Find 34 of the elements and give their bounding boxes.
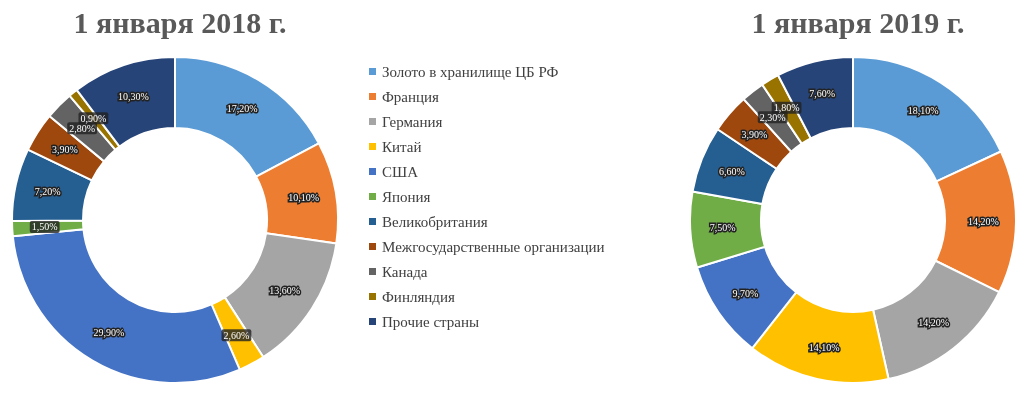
legend-label: Великобритания	[382, 213, 488, 230]
data-label: 1,50%	[31, 221, 58, 233]
data-label: 1,80%	[773, 102, 800, 114]
legend-label: Золото в хранилище ЦБ РФ	[382, 63, 559, 80]
data-label: 10,30%	[118, 90, 149, 102]
data-label: 3,90%	[52, 144, 78, 156]
legend-label: Германия	[382, 113, 443, 130]
legend-label: Китай	[382, 138, 422, 155]
data-label: 7,20%	[34, 186, 61, 198]
data-label: 29,90%	[93, 327, 125, 339]
data-label: 3,90%	[741, 129, 768, 141]
legend-label: Канада	[382, 263, 428, 280]
data-label: 17,20%	[226, 102, 258, 114]
data-label: 6,60%	[719, 165, 745, 177]
data-label: 14,10%	[808, 341, 840, 353]
data-label: 14,20%	[918, 317, 950, 329]
legend-label: Межгосударственные организации	[382, 238, 605, 255]
data-label: 7,60%	[809, 87, 836, 99]
data-label: 10,10%	[288, 192, 319, 204]
legend-label: Финляндия	[382, 288, 455, 305]
data-label: 14,20%	[968, 216, 999, 228]
data-label: 9,70%	[732, 288, 759, 300]
data-label: 2,60%	[223, 329, 250, 341]
slice-label: 1 января 2019 г.	[751, 5, 965, 39]
data-label: 18,10%	[907, 104, 939, 116]
legend-label: Япония	[382, 188, 431, 205]
legend-label: Прочие страны	[382, 313, 480, 330]
data-label: 2,30%	[759, 111, 786, 123]
data-label: 13,60%	[269, 285, 301, 297]
slice-label: 1 января 2018 г.	[73, 5, 287, 39]
legend-label: Франция	[382, 88, 440, 105]
legend-label: США	[382, 163, 419, 180]
data-label: 0,90%	[80, 112, 107, 124]
data-label: 7,50%	[709, 222, 736, 234]
